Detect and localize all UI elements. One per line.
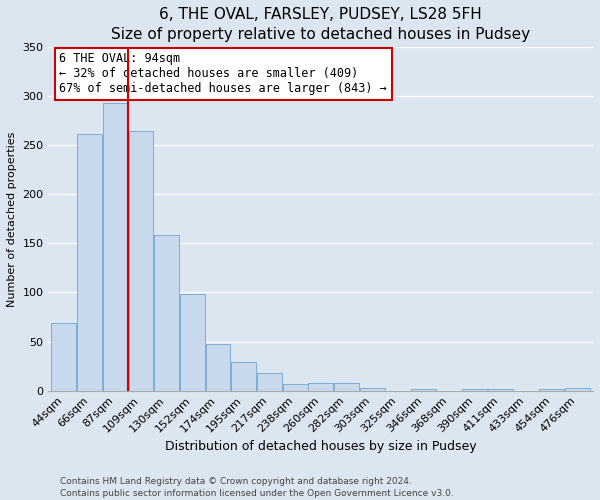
Text: Contains HM Land Registry data © Crown copyright and database right 2024.
Contai: Contains HM Land Registry data © Crown c… [60, 476, 454, 498]
Bar [52, 323, 76, 390]
Bar [334, 383, 359, 390]
Bar [231, 362, 256, 390]
Bar [103, 103, 128, 391]
Bar [154, 234, 179, 390]
Bar [128, 130, 154, 390]
Bar [463, 388, 487, 390]
Bar [411, 388, 436, 390]
Bar [257, 373, 282, 390]
X-axis label: Distribution of detached houses by size in Pudsey: Distribution of detached houses by size … [165, 440, 476, 453]
Bar [565, 388, 590, 390]
Text: 6 THE OVAL: 94sqm
← 32% of detached houses are smaller (409)
67% of semi-detache: 6 THE OVAL: 94sqm ← 32% of detached hous… [59, 52, 387, 95]
Bar [308, 383, 333, 390]
Bar [488, 388, 513, 390]
Y-axis label: Number of detached properties: Number of detached properties [7, 131, 17, 306]
Bar [180, 294, 205, 390]
Bar [77, 134, 102, 390]
Bar [283, 384, 308, 390]
Bar [206, 344, 230, 390]
Title: 6, THE OVAL, FARSLEY, PUDSEY, LS28 5FH
Size of property relative to detached hou: 6, THE OVAL, FARSLEY, PUDSEY, LS28 5FH S… [111, 7, 530, 42]
Bar [539, 388, 565, 390]
Bar [359, 388, 385, 390]
